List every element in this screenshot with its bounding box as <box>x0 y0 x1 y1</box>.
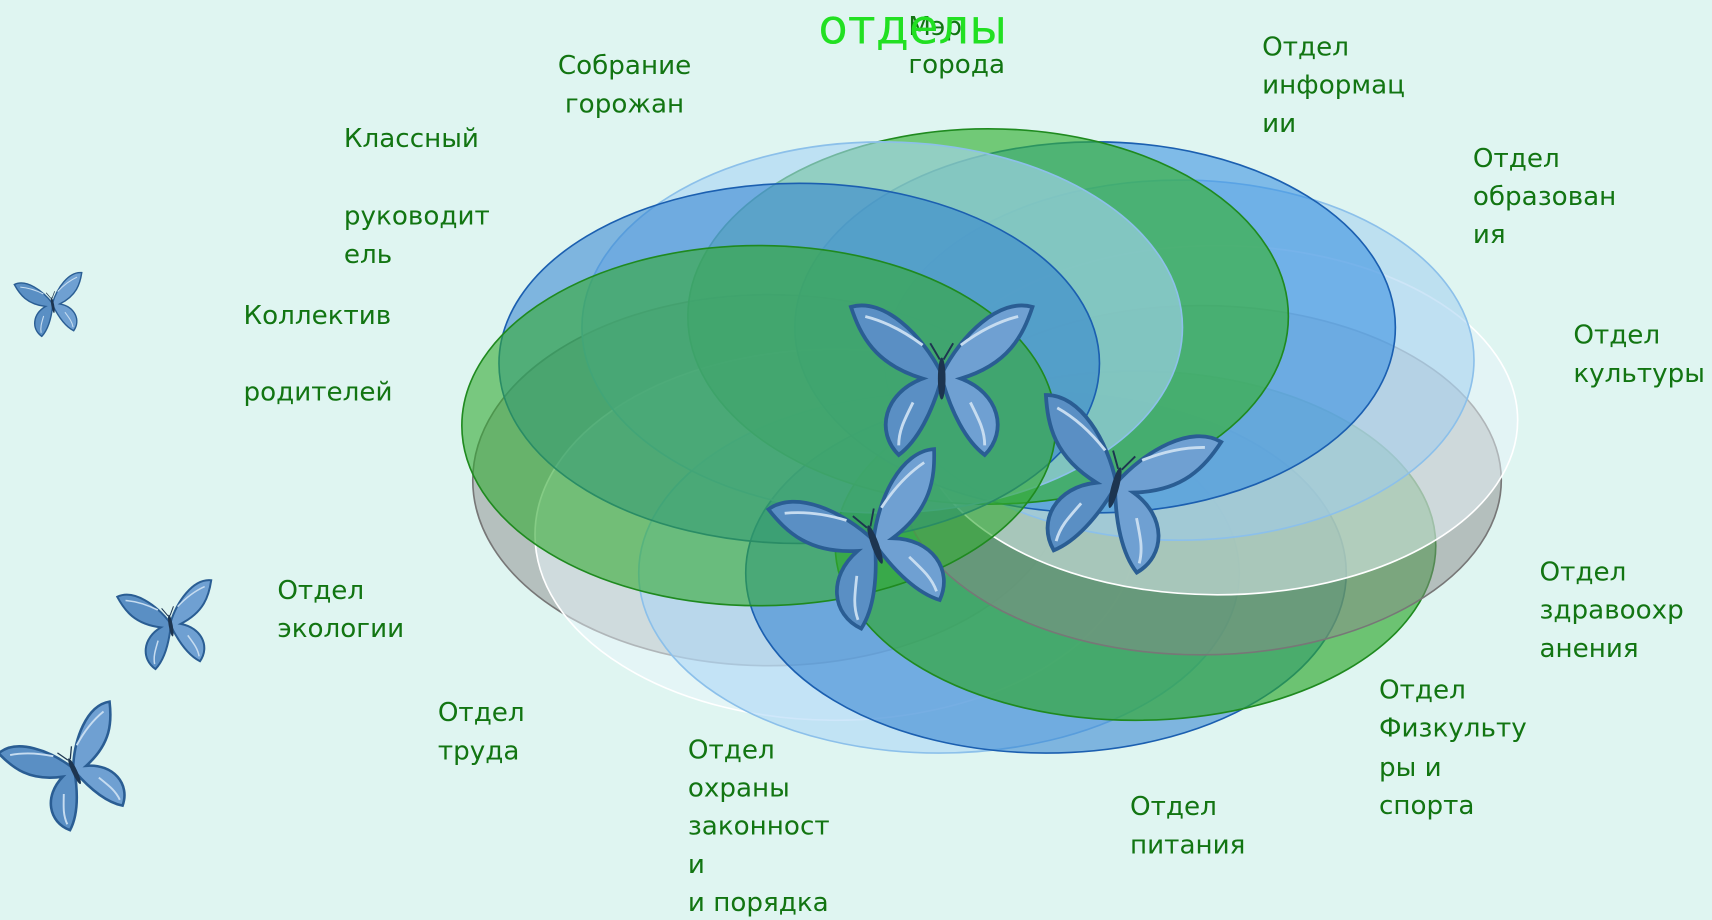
node-label: родителей <box>243 377 392 407</box>
slide: МэргородаСобраниегорожанКлассныйруководи… <box>0 0 1712 920</box>
node-label: охраны <box>688 774 790 804</box>
node-label: ры и <box>1379 753 1442 783</box>
butterfly <box>117 579 225 673</box>
node-label: Физкульту <box>1379 714 1527 744</box>
node-label: труда <box>438 736 520 766</box>
node-label: ия <box>1473 220 1506 250</box>
node-label: образован <box>1473 182 1616 212</box>
node-label: горожан <box>565 89 684 119</box>
node-label: Отдел <box>1379 675 1466 705</box>
node-label: спорта <box>1379 791 1474 821</box>
node-label: культуры <box>1573 359 1705 389</box>
node-label: Отдел <box>1473 144 1560 174</box>
node-label: здравоохр <box>1539 596 1683 626</box>
title: отделы <box>818 0 1007 56</box>
butterfly <box>0 701 152 844</box>
node-label: Собрание <box>558 51 691 81</box>
node-label: Отдел <box>1262 33 1349 63</box>
node-label: Отдел <box>1130 792 1217 822</box>
node-label: Коллектив <box>243 301 391 331</box>
node-label: и порядка <box>688 888 829 918</box>
node-label: Отдел <box>1573 321 1660 351</box>
node-label: и <box>688 850 705 880</box>
node-label: законност <box>688 812 830 842</box>
node-label: Классный <box>344 124 479 154</box>
node-label: информац <box>1262 71 1405 101</box>
node-label: питания <box>1130 830 1245 860</box>
node-label: экологии <box>277 614 404 644</box>
node-label: ель <box>344 240 392 270</box>
butterfly <box>14 272 91 339</box>
node-label: Отдел <box>277 576 364 606</box>
node-label: Отдел <box>1539 557 1626 587</box>
node-label: руководит <box>344 202 490 232</box>
node-label: Отдел <box>688 735 775 765</box>
node-label: анения <box>1539 634 1638 664</box>
node-label: Отдел <box>438 698 525 728</box>
node-label: ии <box>1262 109 1296 139</box>
